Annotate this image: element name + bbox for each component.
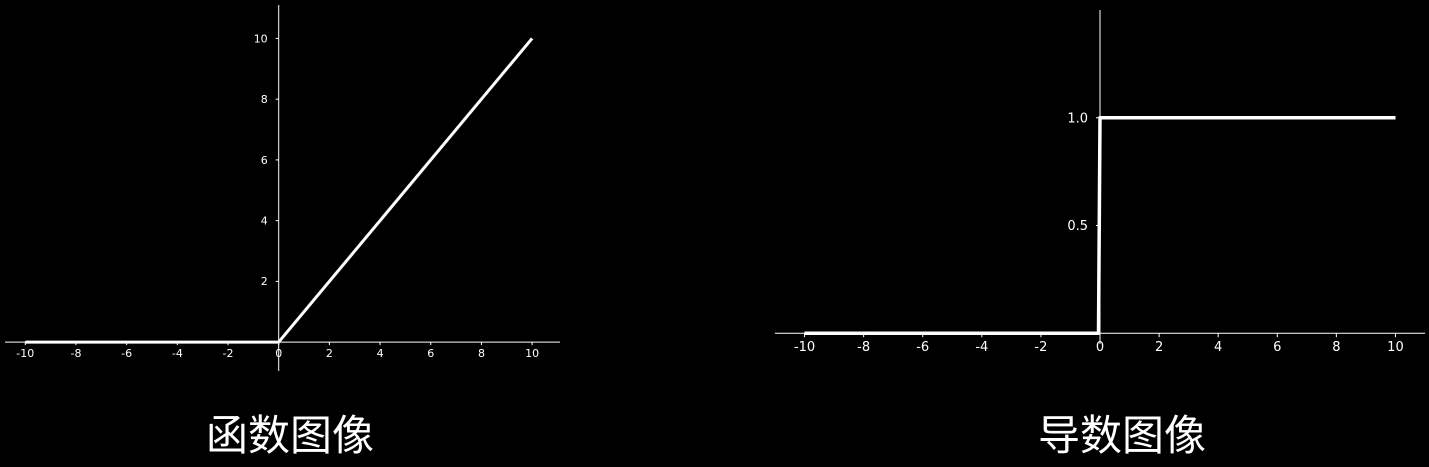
left-y-tick-label: 8 — [261, 93, 268, 106]
left-x-tick-label: 2 — [326, 347, 333, 360]
right-y-tick-label: 1.0 — [1067, 111, 1088, 126]
left-x-tick-label: 10 — [525, 347, 539, 360]
right-x-tick-label: 2 — [1155, 340, 1163, 355]
right-x-tick-label: 4 — [1214, 340, 1222, 355]
left-chart-title: 函数图像 — [206, 411, 375, 460]
right-y-tick-label: 0.5 — [1067, 219, 1088, 234]
right-x-tick-label: 8 — [1332, 340, 1340, 355]
right-x-tick-label: 6 — [1273, 340, 1281, 355]
left-x-tick-label: 0 — [275, 347, 282, 360]
right-x-tick-label: -8 — [857, 340, 870, 355]
left-x-tick-label: -10 — [16, 347, 34, 360]
right-x-tick-label: -6 — [916, 340, 929, 355]
left-x-tick-label: -2 — [223, 347, 234, 360]
left-series-line-relu — [25, 37, 534, 344]
left-x-tick-label: -4 — [172, 347, 183, 360]
right-x-tick-label: -4 — [975, 340, 988, 355]
right-x-tick-label: 10 — [1387, 340, 1404, 355]
left-x-tick-label: -6 — [121, 347, 132, 360]
right-x-tick-label: -2 — [1034, 340, 1047, 355]
left-y-tick-label: 6 — [261, 154, 268, 167]
left-x-tick-label: 4 — [377, 347, 384, 360]
left-x-tick-label: 8 — [478, 347, 485, 360]
left-y-tick-label: 2 — [261, 275, 268, 288]
right-chart-title: 导数图像 — [1038, 411, 1207, 460]
left-y-tick-label: 4 — [261, 215, 268, 228]
right-series-line-relu-derivative — [804, 115, 1396, 335]
left-x-tick-label: -8 — [70, 347, 81, 360]
left-x-tick-label: 6 — [427, 347, 434, 360]
left-y-tick-label: 10 — [254, 32, 268, 45]
right-x-tick-label: 0 — [1096, 340, 1104, 355]
right-x-tick-label: -10 — [794, 340, 815, 355]
